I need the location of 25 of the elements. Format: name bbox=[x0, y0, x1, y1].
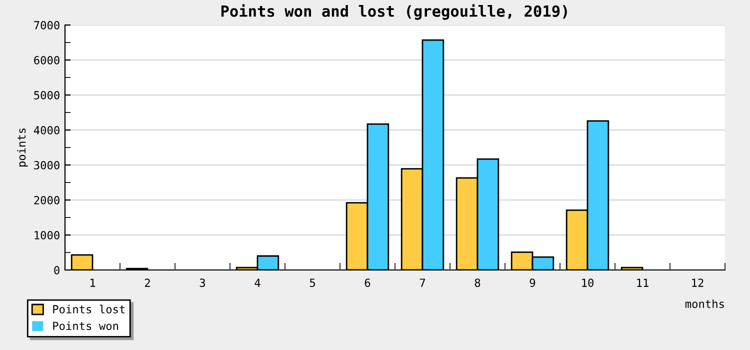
x-tick-label: 11 bbox=[637, 278, 648, 287]
y-tick-label: 0 bbox=[54, 266, 60, 274]
x-tick-label: 2 bbox=[144, 278, 150, 287]
x-tick-label: 7 bbox=[420, 278, 426, 287]
legend-label: Points won bbox=[53, 321, 118, 330]
legend-label: Points lost bbox=[53, 304, 125, 314]
x-tick-label: 5 bbox=[310, 278, 315, 287]
x-tick-label: 4 bbox=[254, 278, 260, 287]
chart-title: Points won and lost (gregouille, 2019) bbox=[221, 4, 567, 20]
y-tick-label: 1000 bbox=[34, 231, 60, 240]
y-tick-label: 3000 bbox=[34, 161, 60, 170]
x-tick-label: 8 bbox=[474, 278, 480, 287]
y-tick-label: 2000 bbox=[34, 196, 60, 204]
y-tick-label: 5000 bbox=[34, 91, 60, 100]
y-tick-label: 7000 bbox=[34, 21, 60, 30]
y-axis-title: points bbox=[17, 128, 28, 167]
y-tick-label: 6000 bbox=[34, 56, 60, 64]
x-tick-label: 3 bbox=[200, 278, 206, 287]
x-tick-label: 1 bbox=[90, 278, 96, 287]
x-tick-label: 10 bbox=[582, 278, 594, 287]
x-axis-title: months bbox=[685, 299, 724, 308]
x-tick-label: 9 bbox=[530, 278, 536, 287]
x-tick-label: 6 bbox=[364, 278, 370, 287]
x-tick-label: 12 bbox=[692, 278, 704, 287]
y-tick-label: 4000 bbox=[34, 126, 60, 134]
